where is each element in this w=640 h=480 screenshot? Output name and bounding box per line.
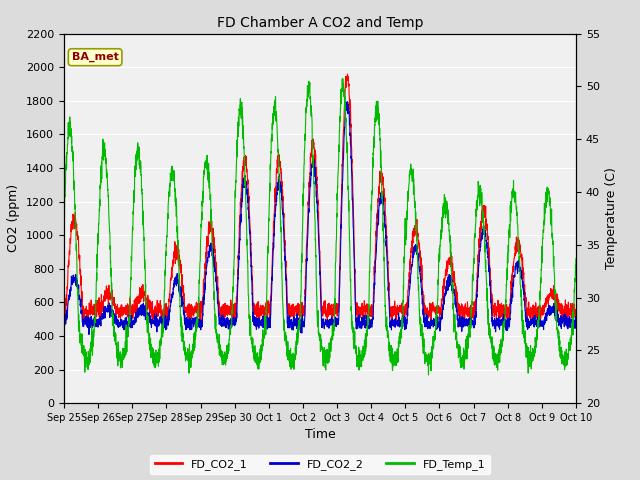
- FD_CO2_1: [563, 310, 570, 316]
- FD_CO2_1: [60, 307, 68, 313]
- Legend: FD_CO2_1, FD_CO2_2, FD_Temp_1: FD_CO2_1, FD_CO2_2, FD_Temp_1: [150, 455, 490, 474]
- FD_CO2_1: [572, 311, 580, 317]
- FD_CO2_2: [572, 321, 580, 326]
- FD_Temp_1: [563, 346, 570, 352]
- FD_CO2_1: [508, 280, 515, 286]
- FD_CO2_1: [500, 322, 508, 328]
- FD_CO2_2: [85, 332, 93, 337]
- FD_CO2_2: [279, 211, 287, 217]
- Line: FD_CO2_2: FD_CO2_2: [64, 102, 576, 335]
- FD_CO2_2: [508, 299, 515, 305]
- Title: FD Chamber A CO2 and Temp: FD Chamber A CO2 and Temp: [217, 16, 423, 30]
- FD_CO2_2: [118, 321, 126, 326]
- Y-axis label: Temperature (C): Temperature (C): [605, 168, 618, 269]
- FD_CO2_2: [60, 316, 68, 322]
- FD_Temp_1: [572, 256, 580, 262]
- FD_CO2_1: [118, 312, 126, 317]
- FD_Temp_1: [425, 372, 433, 378]
- Text: BA_met: BA_met: [72, 52, 118, 62]
- FD_CO2_1: [344, 71, 351, 77]
- FD_CO2_2: [343, 99, 351, 105]
- FD_CO2_1: [149, 315, 157, 321]
- Y-axis label: CO2 (ppm): CO2 (ppm): [8, 184, 20, 252]
- FD_Temp_1: [278, 295, 286, 300]
- FD_CO2_2: [257, 322, 264, 327]
- FD_Temp_1: [339, 76, 347, 82]
- FD_CO2_1: [257, 302, 264, 308]
- FD_CO2_1: [278, 187, 286, 192]
- FD_Temp_1: [508, 205, 515, 211]
- FD_Temp_1: [60, 217, 68, 223]
- FD_Temp_1: [118, 357, 126, 362]
- FD_Temp_1: [149, 360, 157, 366]
- X-axis label: Time: Time: [305, 429, 335, 442]
- Line: FD_CO2_1: FD_CO2_1: [64, 74, 576, 325]
- Line: FD_Temp_1: FD_Temp_1: [64, 79, 576, 375]
- FD_CO2_2: [563, 320, 570, 326]
- FD_CO2_2: [149, 320, 157, 325]
- FD_Temp_1: [257, 358, 264, 363]
